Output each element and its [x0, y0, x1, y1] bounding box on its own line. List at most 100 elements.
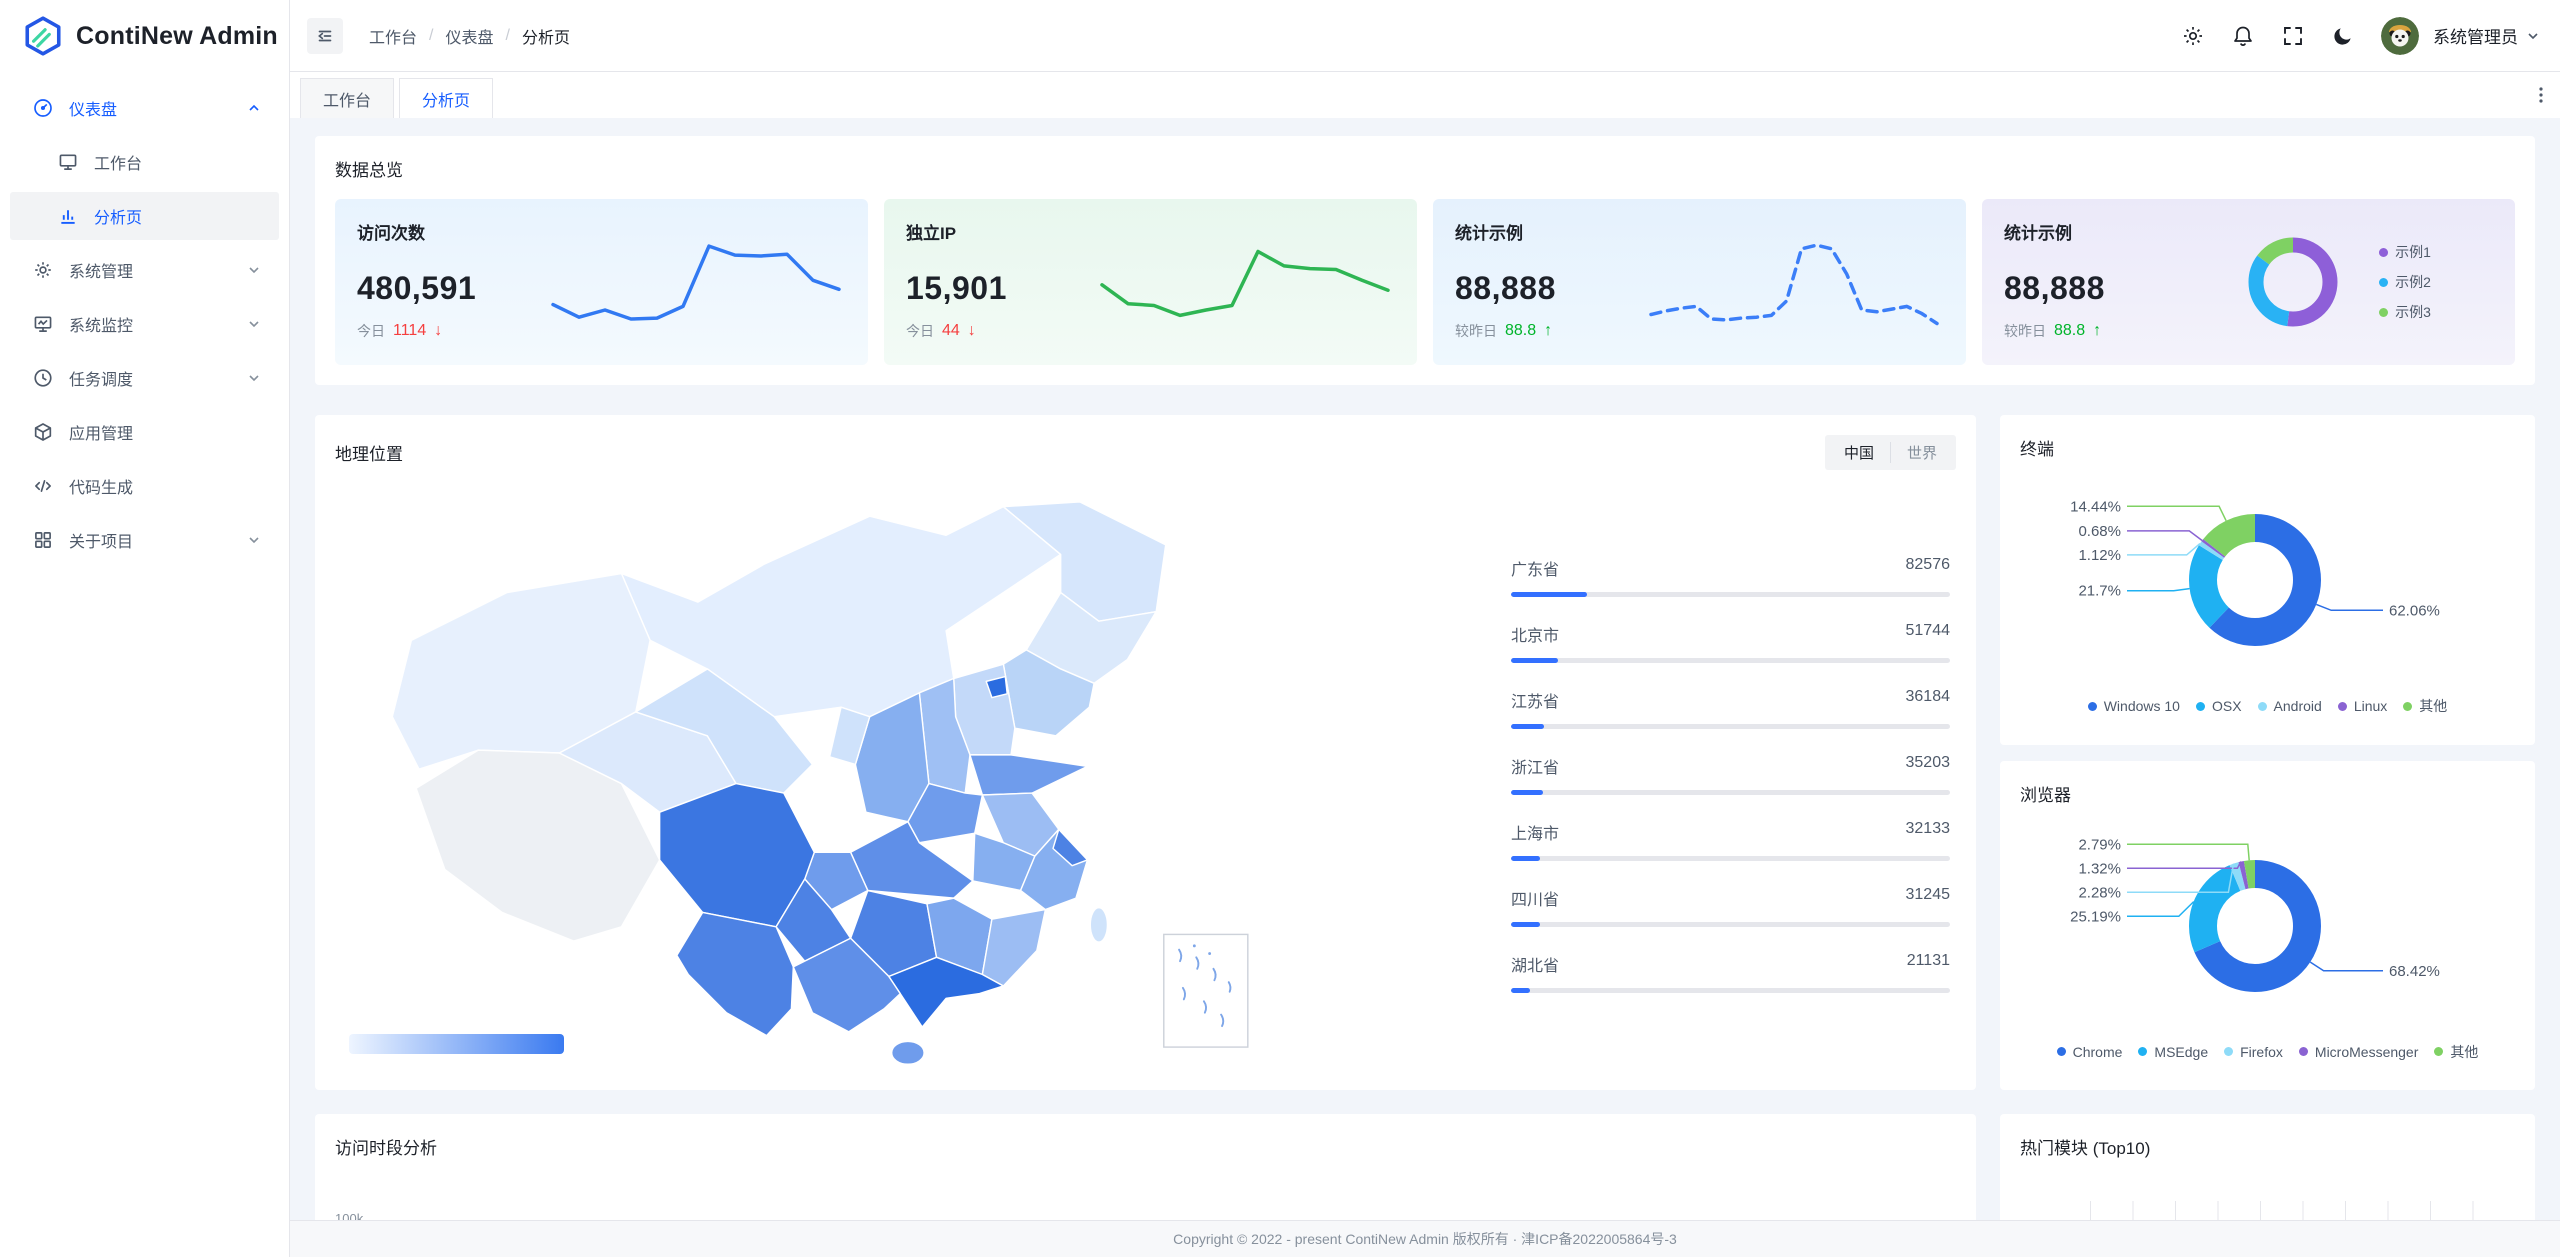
- sample-donut-chart: 示例1 示例2 示例3: [2179, 219, 2493, 345]
- sidebar-item-task-scheduler[interactable]: 任务调度: [10, 354, 279, 402]
- province-bar-track: [1511, 592, 1950, 597]
- province-bar: [1511, 790, 1544, 795]
- legend-dot-icon: [2224, 1047, 2234, 1056]
- notification-bell-icon[interactable]: [2231, 24, 2255, 48]
- terminal-title: 终端: [2020, 440, 2054, 459]
- legend-item[interactable]: Linux: [2337, 696, 2387, 716]
- sidebar-item-code-generation[interactable]: 代码生成: [10, 462, 279, 510]
- legend-item[interactable]: 其他: [2403, 696, 2447, 716]
- terminal-card: 终端 14.44% 0.68% 1.12% 21.7% 62.06% Windows 1…: [2000, 415, 2535, 745]
- map-color-scale: [349, 1034, 564, 1054]
- legend-item[interactable]: MSEdge: [2138, 1042, 2208, 1062]
- legend-label: Chrome: [2072, 1043, 2123, 1060]
- svg-text:2.79%: 2.79%: [2078, 836, 2121, 853]
- header-actions: 系统管理员: [2181, 16, 2540, 55]
- legend-label: OSX: [2211, 698, 2242, 714]
- legend-item[interactable]: OSX: [2195, 696, 2242, 716]
- gear-icon: [35, 262, 51, 278]
- monitor-icon: [59, 154, 77, 170]
- stat-card-sample-line: 统计示例 88,888 较昨日 88.8 ↑: [1433, 199, 1966, 365]
- legend-dot-icon: [2434, 1047, 2444, 1056]
- trend-down-icon: ↓: [434, 322, 443, 339]
- grid-icon: [35, 532, 51, 548]
- overview-title: 数据总览: [335, 161, 403, 180]
- trend-up-icon: ↑: [1544, 322, 1553, 339]
- top-modules-title: 热门模块 (Top10): [2020, 1139, 2151, 1158]
- province-bar: [1511, 922, 1540, 927]
- sidebar-item-workbench[interactable]: 工作台: [10, 138, 279, 186]
- module-bar-plot: [2090, 1201, 2515, 1220]
- stat-title: 统计示例: [1455, 224, 1523, 243]
- sample-donut-legend: 示例1 示例2 示例3: [2379, 242, 2431, 322]
- breadcrumb-item[interactable]: 工作台: [369, 29, 418, 47]
- settings-gear-icon[interactable]: [2181, 24, 2205, 48]
- legend-dot-icon: [2257, 701, 2267, 711]
- legend-item[interactable]: Chrome: [2056, 1042, 2123, 1062]
- sidebar-item-analysis[interactable]: 分析页: [10, 192, 279, 240]
- legend-label: 其他: [2450, 1043, 2479, 1060]
- legend-item[interactable]: 其他: [2434, 1042, 2478, 1062]
- legend-item[interactable]: MicroMessenger: [2298, 1042, 2418, 1062]
- sidebar-item-label: 代码生成: [69, 480, 134, 497]
- clock-icon: [34, 369, 52, 387]
- sidebar-item-about-project[interactable]: 关于项目: [10, 516, 279, 564]
- stat-title: 独立IP: [906, 224, 957, 243]
- province-row: 湖北省 21131: [1511, 952, 1950, 993]
- legend-item[interactable]: 示例1: [2379, 242, 2431, 262]
- fullscreen-icon[interactable]: [2281, 24, 2305, 48]
- time-analysis-card: 访问时段分析 100k: [315, 1114, 1976, 1220]
- sidebar-item-label: 分析页: [94, 210, 143, 227]
- legend-item[interactable]: 示例3: [2379, 302, 2431, 322]
- province-bar: [1511, 592, 1587, 597]
- stat-value: 88,888: [1455, 270, 1556, 306]
- sidebar-item-label: 应用管理: [69, 426, 134, 443]
- legend-dot-icon: [2056, 1047, 2066, 1056]
- province-list: 广东省 82576 北京市 51744 江苏省 36184 浙江省 35203 上海市 32133…: [1511, 556, 1956, 1070]
- sidebar-item-app-management[interactable]: 应用管理: [10, 408, 279, 456]
- province-row: 四川省 31245: [1511, 886, 1950, 927]
- province-value: 82576: [1905, 556, 1951, 573]
- sidebar-item-dashboard[interactable]: 仪表盘: [10, 84, 279, 132]
- tab-more-icon[interactable]: [2530, 84, 2552, 106]
- stat-sub-label: 较昨日: [2004, 323, 2046, 339]
- province-bar-track: [1511, 856, 1950, 861]
- visits-line-chart: [532, 219, 846, 345]
- toggle-option-world[interactable]: 世界: [1906, 445, 1937, 462]
- province-bar-track: [1511, 724, 1950, 729]
- legend-label: Firefox: [2240, 1043, 2283, 1060]
- stat-card-visits: 访问次数 480,591 今日 1114 ↓: [335, 199, 868, 365]
- geo-card: 地理位置 中国 世界: [315, 415, 1976, 1090]
- svg-text:25.19%: 25.19%: [2070, 908, 2121, 925]
- legend-item[interactable]: Android: [2257, 696, 2322, 716]
- breadcrumb-item[interactable]: 仪表盘: [445, 29, 494, 47]
- legend-label: Windows 10: [2103, 698, 2180, 714]
- stat-sub-label: 较昨日: [1455, 323, 1497, 339]
- legend-dot-icon: [2087, 701, 2097, 711]
- legend-item[interactable]: Firefox: [2224, 1042, 2283, 1062]
- monitor-line-icon: [34, 316, 52, 332]
- legend-dot-icon: [2379, 247, 2389, 257]
- svg-text:14.44%: 14.44%: [2070, 498, 2121, 515]
- china-map[interactable]: [335, 478, 1511, 1070]
- chevron-down-icon: [249, 537, 259, 544]
- toggle-option-china[interactable]: 中国: [1843, 445, 1874, 462]
- stats-row: 访问次数 480,591 今日 1114 ↓ 独立IP 15,901: [335, 199, 2515, 365]
- sidebar-item-system-monitor[interactable]: 系统监控: [10, 300, 279, 348]
- province-value: 31245: [1905, 886, 1951, 903]
- breadcrumb-item-current[interactable]: 分析页: [521, 29, 570, 47]
- tab-analysis[interactable]: 分析页: [399, 78, 494, 118]
- province-row: 广东省 82576: [1511, 556, 1950, 597]
- user-menu[interactable]: 系统管理员: [2433, 23, 2540, 48]
- sidebar-item-label: 系统管理: [69, 264, 134, 281]
- stat-title: 访问次数: [357, 224, 425, 243]
- user-avatar[interactable]: [2381, 16, 2419, 55]
- stat-delta: 1114: [393, 322, 427, 339]
- stat-delta: 88.8: [1505, 322, 1537, 339]
- legend-item[interactable]: 示例2: [2379, 272, 2431, 292]
- tab-workbench[interactable]: 工作台: [300, 78, 395, 118]
- sidebar-item-system-management[interactable]: 系统管理: [10, 246, 279, 294]
- legend-item[interactable]: Windows 10: [2087, 696, 2180, 716]
- dark-mode-moon-icon[interactable]: [2331, 24, 2355, 48]
- sidebar-collapse-button[interactable]: [307, 17, 343, 54]
- top-header: 工作台 / 仪表盘 / 分析页: [290, 0, 2560, 72]
